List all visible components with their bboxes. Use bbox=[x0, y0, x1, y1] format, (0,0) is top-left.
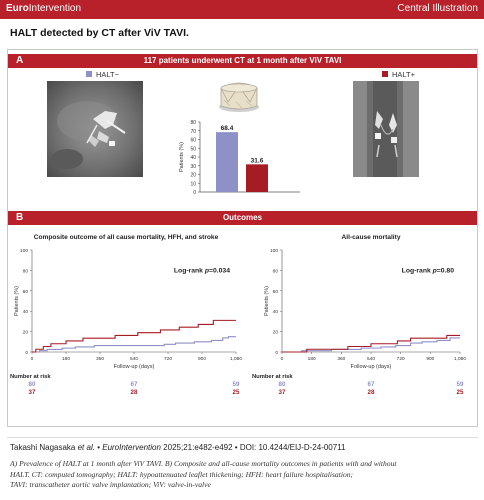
risk-table-value: 25 bbox=[457, 389, 464, 396]
figure-caption: A) Prevalence of HALT at 1 month after V… bbox=[10, 459, 397, 489]
km-y-tick-label: 0 bbox=[275, 350, 278, 356]
legend-label-halt-pos: HALT+ bbox=[392, 70, 415, 79]
citation: Takashi Nagasaka et al. • EuroInterventi… bbox=[10, 443, 346, 452]
risk-table-value: 80 bbox=[29, 381, 36, 388]
km-x-tick-label: 540 bbox=[367, 356, 375, 362]
panel-a-header: A 117 patients underwent CT at 1 month a… bbox=[8, 54, 477, 68]
risk-table-value: 25 bbox=[233, 389, 240, 396]
panel-b-heading: Outcomes bbox=[222, 213, 263, 222]
bar-value-label: 31.6 bbox=[251, 157, 264, 164]
km-y-tick-label: 100 bbox=[20, 248, 28, 254]
bar-y-tick-label: 60 bbox=[190, 138, 196, 144]
km-y-axis-label: Patients (%) bbox=[264, 286, 270, 316]
km-x-tick-label: 180 bbox=[308, 356, 316, 362]
risk-table-value: 59 bbox=[233, 381, 240, 388]
km-x-axis-label: Follow-up (days) bbox=[114, 364, 155, 370]
panel-b-header: B Outcomes bbox=[8, 211, 477, 225]
km-curve-halt-pos bbox=[282, 334, 460, 353]
bar-y-tick-label: 30 bbox=[190, 164, 196, 170]
km-x-tick-label: 900 bbox=[426, 356, 434, 362]
km-x-tick-label: 540 bbox=[130, 356, 138, 362]
km-y-tick-label: 80 bbox=[23, 268, 29, 274]
risk-table-value: 37 bbox=[279, 389, 286, 396]
bar-y-tick-label: 0 bbox=[193, 190, 196, 196]
bar-y-tick-label: 20 bbox=[190, 173, 196, 179]
km-x-tick-label: 180 bbox=[62, 356, 70, 362]
risk-table-value: 80 bbox=[279, 381, 286, 388]
bar-y-tick-label: 40 bbox=[190, 155, 196, 161]
bar-y-tick-label: 80 bbox=[190, 120, 196, 126]
km-x-axis-label: Follow-up (days) bbox=[351, 364, 392, 370]
journal-header-bar: EuroIntervention Central Illustration bbox=[0, 0, 484, 19]
km-curve-halt-neg bbox=[282, 337, 460, 353]
risk-table-value: 28 bbox=[131, 389, 138, 396]
km-logrank-annotation: Log-rank p=0.034 bbox=[174, 267, 230, 274]
bioprosthetic-valve-icon bbox=[216, 78, 262, 114]
km-y-axis-label: Patients (%) bbox=[14, 286, 20, 316]
km-x-tick-label: 720 bbox=[397, 356, 405, 362]
km-title: Composite outcome of all cause mortality… bbox=[34, 234, 219, 241]
km-x-tick-label: 360 bbox=[96, 356, 104, 362]
km-x-tick-label: 360 bbox=[337, 356, 345, 362]
ct-image-halt-pos bbox=[353, 81, 419, 177]
panel-b-letter: B bbox=[16, 212, 24, 223]
section-label: Central Illustration bbox=[397, 3, 478, 14]
panel-a-heading: 117 patients underwent CT at 1 month aft… bbox=[143, 56, 342, 65]
km-y-tick-label: 60 bbox=[273, 289, 279, 295]
km-x-tick-label: 0 bbox=[281, 356, 284, 362]
km-logrank-annotation: Log-rank p=0.80 bbox=[402, 267, 455, 274]
risk-table-value: 67 bbox=[131, 381, 138, 388]
page-title: HALT detected by CT after ViV TAVI. bbox=[10, 27, 189, 39]
km-y-tick-label: 0 bbox=[25, 350, 28, 356]
legend-label-halt-neg: HALT− bbox=[96, 70, 119, 79]
halt-prevalence-bar-chart: 0 10 20 30 40 50 60 70 80 Patients (%) 68.4 31.6 bbox=[179, 120, 300, 196]
bar-y-axis-label: Patients (%) bbox=[179, 142, 185, 172]
km-x-tick-label: 1,080 bbox=[230, 356, 242, 362]
km-y-tick-label: 60 bbox=[23, 289, 29, 295]
ct-image-halt-neg bbox=[47, 81, 143, 177]
km-y-tick-label: 100 bbox=[270, 248, 278, 254]
risk-table-label: Number at risk bbox=[252, 374, 293, 380]
km-curve-halt-neg bbox=[32, 336, 236, 353]
risk-table-value: 59 bbox=[457, 381, 464, 388]
km-y-tick-label: 40 bbox=[273, 309, 279, 315]
km-x-tick-label: 900 bbox=[198, 356, 206, 362]
composite-outcome-km-chart: Composite outcome of all cause mortality… bbox=[10, 234, 242, 396]
km-title: All-cause mortality bbox=[342, 234, 401, 241]
km-y-tick-label: 20 bbox=[23, 330, 29, 336]
risk-table-label: Number at risk bbox=[10, 374, 51, 380]
footer-divider bbox=[7, 437, 478, 438]
km-x-tick-label: 1,080 bbox=[454, 356, 466, 362]
km-curve-halt-pos bbox=[32, 319, 236, 353]
km-x-tick-label: 0 bbox=[31, 356, 34, 362]
risk-table-value: 37 bbox=[29, 389, 36, 396]
risk-table-value: 67 bbox=[368, 381, 375, 388]
km-y-tick-label: 40 bbox=[23, 309, 29, 315]
bar-halt-pos bbox=[246, 164, 268, 192]
legend-swatch-halt-neg bbox=[86, 71, 92, 77]
bar-halt-neg bbox=[216, 132, 238, 192]
all-cause-mortality-km-chart: All-cause mortality 0 20 40 60 80 100 0 180 360 54… bbox=[252, 234, 466, 396]
legend-swatch-halt-pos bbox=[382, 71, 388, 77]
journal-brand: EuroIntervention bbox=[6, 3, 82, 14]
bar-y-tick-label: 50 bbox=[190, 146, 196, 152]
km-y-tick-label: 80 bbox=[273, 268, 279, 274]
bar-y-tick-label: 10 bbox=[190, 181, 196, 187]
bar-y-tick-label: 70 bbox=[190, 129, 196, 135]
panel-a-letter: A bbox=[16, 55, 24, 66]
illustration-frame bbox=[7, 49, 478, 427]
km-x-tick-label: 720 bbox=[164, 356, 172, 362]
bar-value-label: 68.4 bbox=[221, 125, 234, 132]
km-y-tick-label: 20 bbox=[273, 330, 279, 336]
risk-table-value: 28 bbox=[368, 389, 375, 396]
